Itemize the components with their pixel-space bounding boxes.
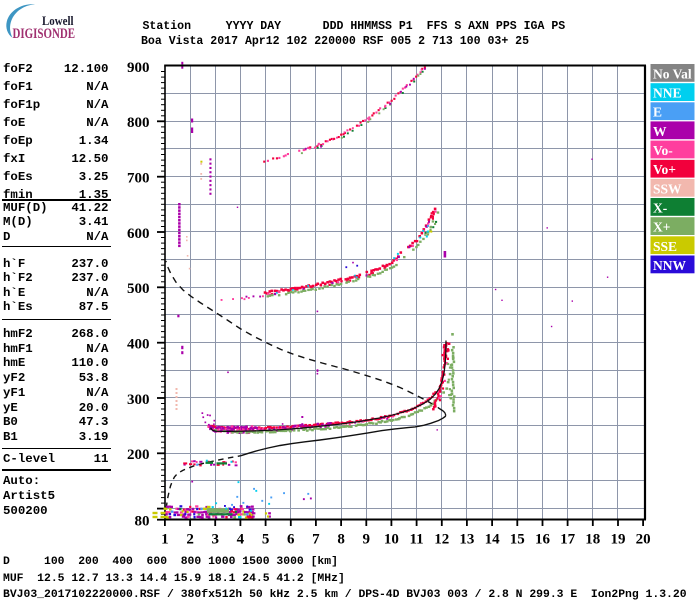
svg-text:2: 2: [186, 532, 194, 548]
svg-text:800: 800: [127, 115, 150, 131]
svg-text:SSE: SSE: [653, 239, 677, 254]
svg-text:W: W: [653, 124, 667, 139]
svg-text:10: 10: [384, 532, 399, 548]
svg-text:16: 16: [535, 532, 551, 548]
svg-text:SSW: SSW: [653, 181, 682, 196]
svg-text:No Val: No Val: [653, 66, 692, 81]
svg-text:NNE: NNE: [653, 86, 682, 101]
svg-text:9: 9: [363, 532, 371, 548]
svg-text:20: 20: [636, 532, 651, 548]
svg-text:500: 500: [127, 281, 150, 297]
svg-text:7: 7: [312, 532, 320, 548]
svg-text:1: 1: [161, 532, 169, 548]
svg-text:15: 15: [510, 532, 525, 548]
svg-text:19: 19: [611, 532, 626, 548]
svg-text:DIGISONDE: DIGISONDE: [13, 26, 76, 42]
svg-text:6: 6: [287, 532, 295, 548]
svg-text:E: E: [653, 105, 662, 120]
svg-text:700: 700: [127, 171, 150, 187]
svg-text:Lowell: Lowell: [42, 14, 74, 28]
svg-text:13: 13: [459, 532, 474, 548]
svg-text:300: 300: [127, 392, 150, 408]
svg-text:NNW: NNW: [653, 258, 686, 273]
svg-text:80: 80: [135, 514, 150, 530]
svg-text:600: 600: [127, 226, 150, 242]
svg-text:11: 11: [410, 532, 424, 548]
svg-text:14: 14: [485, 532, 501, 548]
svg-text:17: 17: [560, 532, 576, 548]
svg-text:400: 400: [127, 337, 150, 353]
svg-text:200: 200: [127, 447, 150, 463]
svg-text:3: 3: [211, 532, 219, 548]
svg-text:5: 5: [262, 532, 270, 548]
svg-text:X-: X-: [653, 200, 667, 215]
svg-text:18: 18: [585, 532, 600, 548]
svg-text:Vo-: Vo-: [653, 143, 673, 158]
svg-text:Vo+: Vo+: [653, 162, 676, 177]
svg-text:900: 900: [127, 60, 150, 76]
svg-text:4: 4: [237, 532, 245, 548]
svg-text:X+: X+: [653, 220, 670, 235]
svg-text:8: 8: [337, 532, 345, 548]
svg-text:12: 12: [434, 532, 449, 548]
